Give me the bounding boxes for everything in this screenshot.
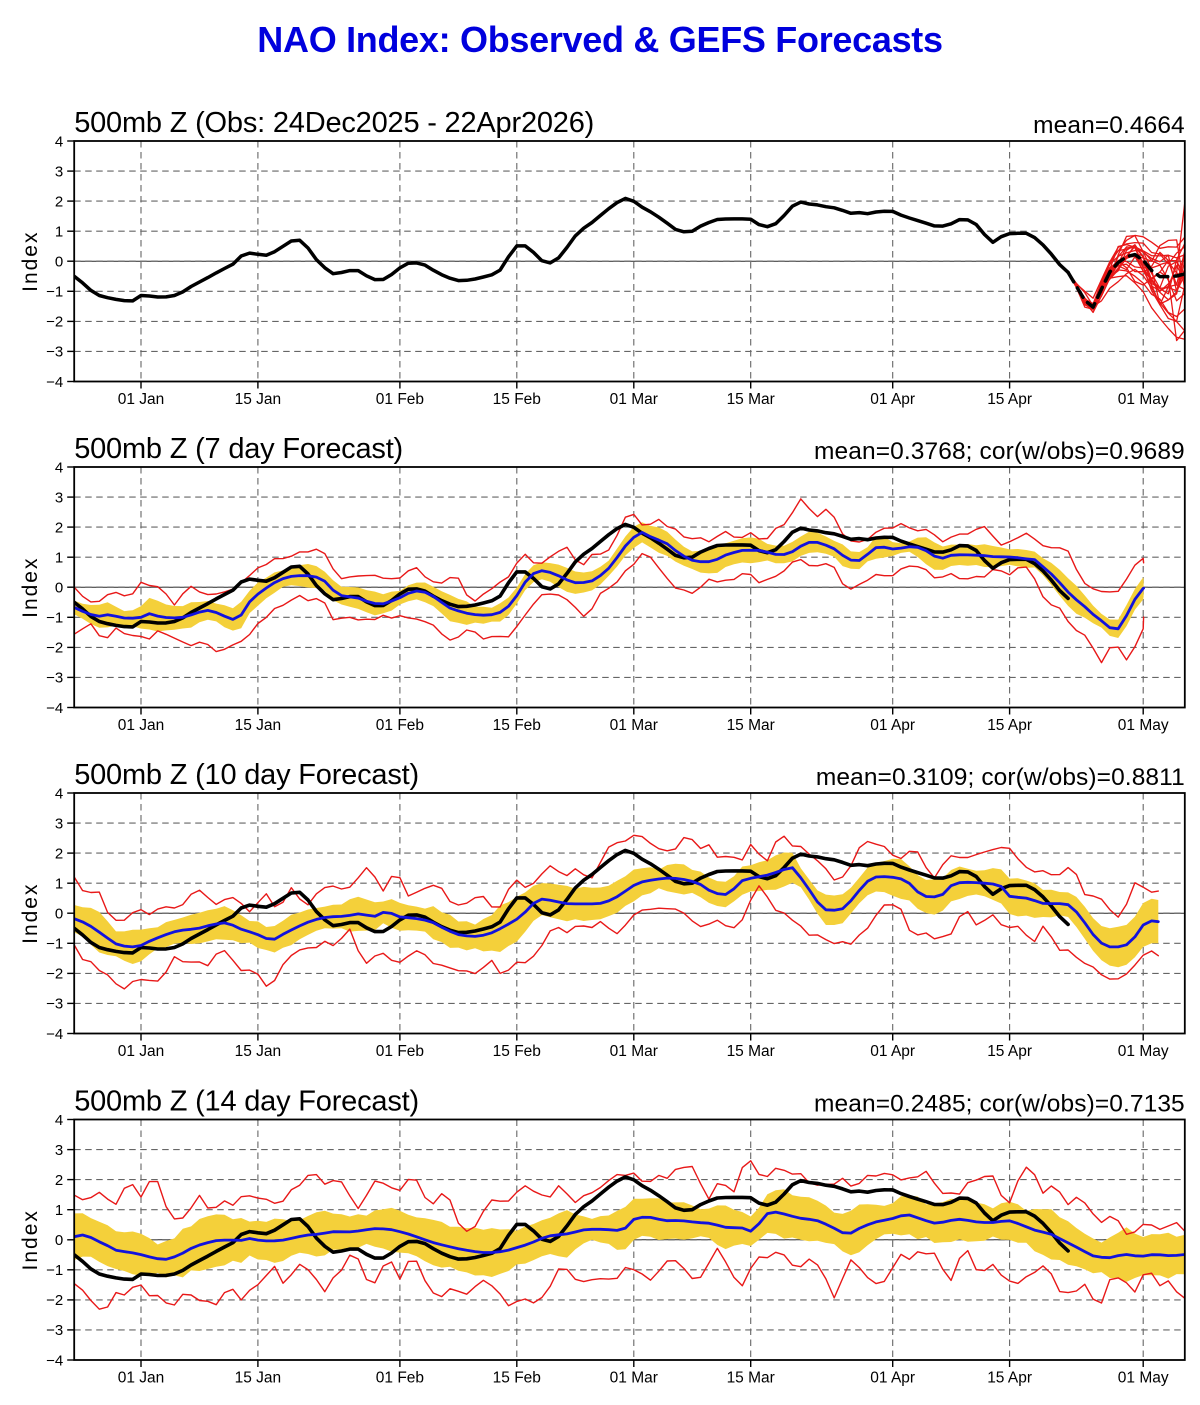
svg-text:01 Apr: 01 Apr [870,1370,915,1387]
svg-text:01 Jan: 01 Jan [118,717,165,734]
svg-text:15 Jan: 15 Jan [235,717,282,734]
svg-text:Index: Index [19,1209,42,1270]
svg-text:2: 2 [55,193,63,210]
svg-text:1: 1 [55,876,63,893]
svg-text:15 Jan: 15 Jan [235,1370,282,1387]
svg-text:0: 0 [55,1232,63,1249]
svg-text:mean=0.3768; cor(w/obs)=0.9689: mean=0.3768; cor(w/obs)=0.9689 [814,438,1185,465]
svg-text:01 Mar: 01 Mar [610,717,658,734]
svg-text:01 Jan: 01 Jan [118,391,165,408]
svg-text:−2: −2 [46,640,63,657]
svg-text:3: 3 [55,163,63,180]
svg-text:500mb Z (Obs: 24Dec2025 - 22Ap: 500mb Z (Obs: 24Dec2025 - 22Apr2026) [74,107,594,139]
svg-text:−4: −4 [46,1352,63,1369]
svg-text:01 Feb: 01 Feb [376,391,424,408]
svg-text:01 May: 01 May [1118,1043,1169,1060]
svg-text:−2: −2 [46,966,63,983]
svg-text:−4: −4 [46,1026,63,1043]
svg-text:500mb Z (7 day Forecast): 500mb Z (7 day Forecast) [74,433,403,465]
svg-text:−3: −3 [46,344,63,361]
svg-text:−1: −1 [46,610,63,627]
svg-text:3: 3 [55,1142,63,1159]
svg-text:01 Feb: 01 Feb [376,1043,424,1060]
svg-text:4: 4 [55,1112,63,1129]
svg-text:15 Mar: 15 Mar [727,391,775,408]
svg-text:−2: −2 [46,314,63,331]
svg-text:15 Apr: 15 Apr [987,1370,1032,1387]
svg-text:01 May: 01 May [1118,717,1169,734]
svg-text:01 May: 01 May [1118,391,1169,408]
svg-text:Index: Index [19,231,42,292]
svg-text:mean=0.3109; cor(w/obs)=0.8811: mean=0.3109; cor(w/obs)=0.8811 [816,764,1185,791]
svg-text:15 Mar: 15 Mar [727,717,775,734]
svg-text:01 Feb: 01 Feb [376,717,424,734]
svg-text:15 Jan: 15 Jan [235,1043,282,1060]
svg-text:3: 3 [55,489,63,506]
svg-text:0: 0 [55,580,63,597]
svg-text:−3: −3 [46,996,63,1013]
svg-text:15 Apr: 15 Apr [987,717,1032,734]
svg-text:−3: −3 [46,1322,63,1339]
svg-text:01 Feb: 01 Feb [376,1370,424,1387]
svg-text:−4: −4 [46,700,63,717]
svg-text:1: 1 [55,1202,63,1219]
svg-text:2: 2 [55,1172,63,1189]
svg-text:15 Feb: 15 Feb [493,1043,541,1060]
svg-text:Index: Index [19,557,42,618]
svg-text:01 Apr: 01 Apr [870,391,915,408]
svg-text:01 Mar: 01 Mar [610,1370,658,1387]
svg-text:−1: −1 [46,936,63,953]
svg-text:1: 1 [55,224,63,241]
svg-text:01 Mar: 01 Mar [610,1043,658,1060]
svg-text:4: 4 [55,785,63,802]
svg-text:Index: Index [19,883,42,944]
svg-text:1: 1 [55,550,63,567]
svg-text:−4: −4 [46,374,63,391]
svg-text:01 Apr: 01 Apr [870,1043,915,1060]
svg-text:2: 2 [55,519,63,536]
svg-text:0: 0 [55,906,63,923]
svg-text:01 Jan: 01 Jan [118,1043,165,1060]
svg-text:15 Feb: 15 Feb [493,1370,541,1387]
svg-text:01 Apr: 01 Apr [870,717,915,734]
svg-text:mean=0.4664: mean=0.4664 [1033,112,1185,139]
svg-text:01 Jan: 01 Jan [118,1370,165,1387]
svg-text:2: 2 [55,845,63,862]
svg-text:15 Mar: 15 Mar [727,1370,775,1387]
svg-text:01 Mar: 01 Mar [610,391,658,408]
svg-text:500mb Z (14 day Forecast): 500mb Z (14 day Forecast) [74,1086,419,1118]
svg-text:−3: −3 [46,670,63,687]
svg-text:0: 0 [55,254,63,271]
svg-text:4: 4 [55,459,63,476]
svg-text:15 Apr: 15 Apr [987,391,1032,408]
svg-text:15 Feb: 15 Feb [493,391,541,408]
svg-text:3: 3 [55,815,63,832]
svg-text:4: 4 [55,133,63,150]
svg-text:−2: −2 [46,1292,63,1309]
svg-text:15 Mar: 15 Mar [727,1043,775,1060]
svg-text:15 Jan: 15 Jan [235,391,282,408]
svg-text:NAO Index: Observed & GEFS For: NAO Index: Observed & GEFS Forecasts [257,19,942,60]
svg-text:mean=0.2485; cor(w/obs)=0.7135: mean=0.2485; cor(w/obs)=0.7135 [814,1091,1185,1118]
svg-text:15 Feb: 15 Feb [493,717,541,734]
svg-text:500mb Z (10 day Forecast): 500mb Z (10 day Forecast) [74,759,419,791]
svg-text:−1: −1 [46,1262,63,1279]
svg-text:−1: −1 [46,284,63,301]
svg-text:01 May: 01 May [1118,1370,1169,1387]
svg-text:15 Apr: 15 Apr [987,1043,1032,1060]
